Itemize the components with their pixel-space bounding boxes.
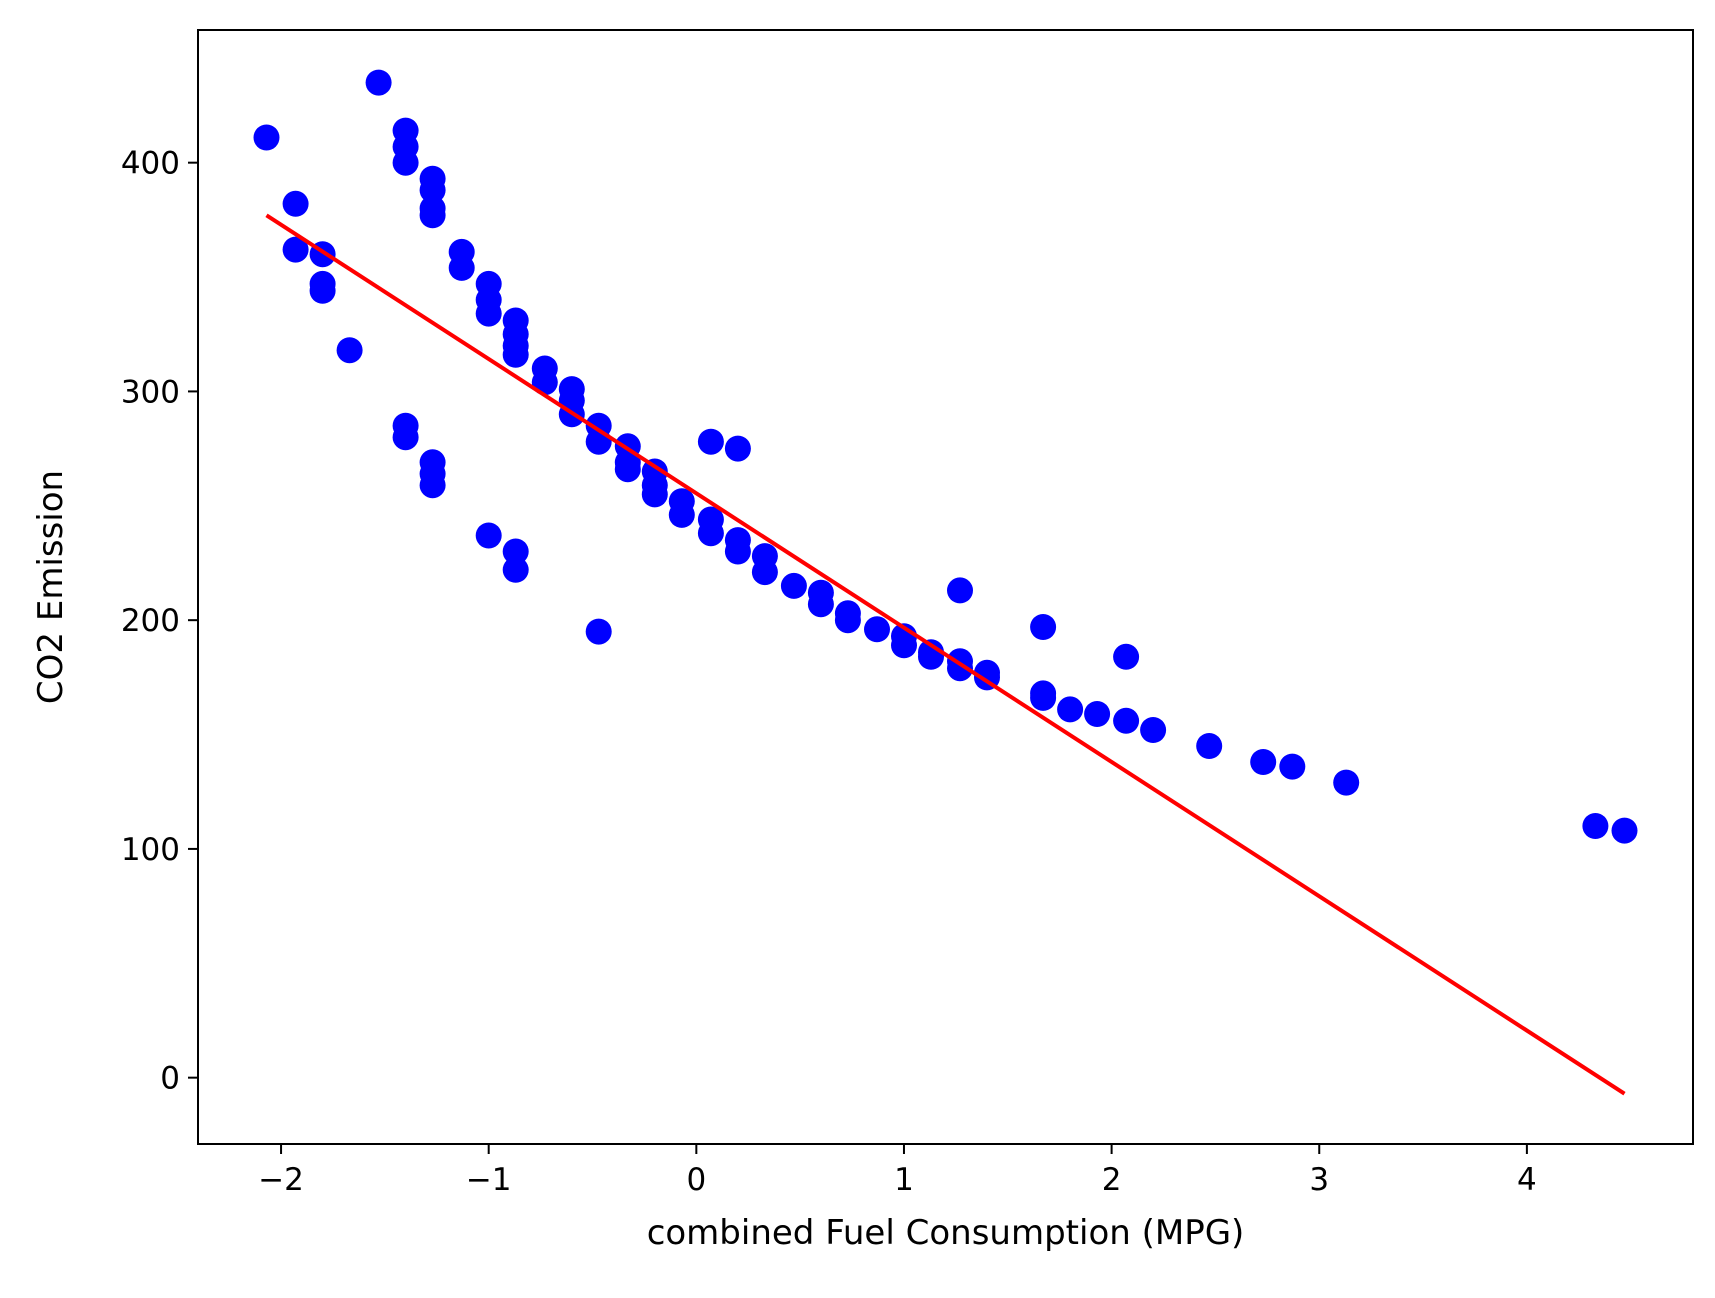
scatter-point	[475, 300, 502, 327]
scatter-point	[1113, 643, 1140, 670]
y-tick-label: 400	[121, 146, 180, 182]
scatter-point	[309, 277, 336, 304]
plot-frame	[197, 29, 1694, 1145]
scatter-point	[1196, 733, 1223, 759]
scatter-point	[1611, 817, 1638, 844]
x-tick-label: −2	[258, 1162, 304, 1198]
x-axis: −2 −1 0 1 2 3 4	[258, 1144, 1537, 1198]
x-tick-label: 3	[1309, 1162, 1329, 1198]
scatter-point	[1084, 701, 1111, 727]
scatter-point	[502, 556, 529, 583]
scatter-point	[918, 643, 944, 670]
scatter-point	[864, 616, 890, 643]
scatter-point	[1057, 696, 1084, 723]
scatter-point	[697, 520, 724, 547]
scatter-point	[419, 202, 446, 229]
scatter-point	[724, 435, 751, 462]
scatter-point	[253, 124, 280, 151]
scatter-point	[365, 69, 392, 96]
scatter-point	[502, 341, 529, 368]
x-tick-label: 4	[1517, 1162, 1537, 1198]
scatter-point	[641, 481, 668, 508]
scatter-point	[475, 522, 502, 549]
plot-marks	[253, 69, 1638, 1096]
scatter-point	[780, 572, 807, 599]
y-axis: 0 100 200 300 400	[121, 146, 198, 1097]
scatter-point	[1140, 717, 1167, 743]
scatter-point	[724, 538, 751, 565]
scatter-point	[834, 607, 861, 634]
x-axis-label: combined Fuel Consumption (MPG)	[647, 1213, 1245, 1253]
scatter-point	[1113, 707, 1140, 734]
scatter-point	[336, 337, 363, 364]
scatter-point	[282, 236, 309, 263]
scatter-point	[392, 424, 419, 451]
scatter-point	[392, 149, 419, 176]
scatter-point	[1333, 769, 1360, 796]
scatter-point	[419, 177, 446, 204]
scatter-point	[282, 190, 309, 217]
scatter-point	[1030, 684, 1057, 711]
y-tick-label: 200	[121, 603, 180, 639]
scatter-point	[614, 456, 641, 483]
x-tick-label: 1	[894, 1162, 914, 1198]
regression-line	[265, 213, 1626, 1096]
scatter-point	[807, 591, 834, 618]
y-tick-label: 300	[121, 374, 180, 410]
y-tick-label: 0	[160, 1061, 180, 1097]
y-tick-label: 100	[121, 832, 180, 868]
scatter-point	[947, 577, 973, 604]
scatter-point	[1030, 614, 1057, 640]
scatter-point	[891, 632, 917, 659]
scatter-point	[668, 501, 695, 528]
scatter-point	[585, 428, 612, 455]
scatter-point	[1250, 749, 1277, 775]
scatter-point	[585, 618, 612, 645]
scatter-point	[419, 472, 446, 499]
y-axis-label: CO2 Emission	[31, 470, 71, 704]
scatter-point	[697, 428, 724, 455]
scatter-point	[1279, 753, 1306, 780]
x-tick-label: 0	[686, 1162, 706, 1198]
x-tick-label: 2	[1102, 1162, 1122, 1198]
scatter-point	[448, 254, 475, 281]
scatter-point	[1582, 813, 1609, 839]
scatter-point	[502, 538, 529, 565]
x-tick-label: −1	[466, 1162, 512, 1198]
scatter-point	[751, 559, 778, 586]
